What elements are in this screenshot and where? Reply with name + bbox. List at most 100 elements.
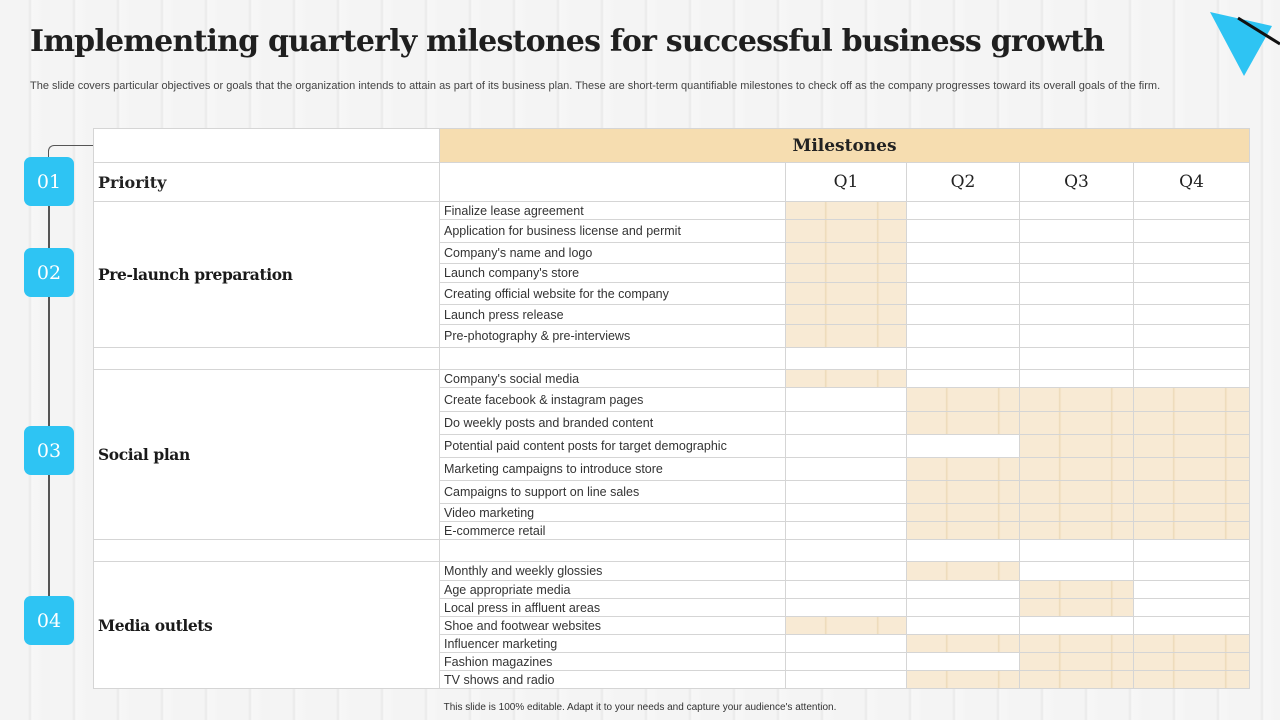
quarter-cell (1132, 616, 1251, 635)
task-header-cell (439, 162, 786, 202)
step-badge-02: 02 (24, 248, 74, 297)
quarter-cell (906, 521, 1020, 540)
task-name: Company's social media (439, 369, 786, 388)
task-name: Age appropriate media (439, 580, 786, 599)
task-row: Pre-launch preparation Finalize lease ag… (93, 201, 1251, 348)
step-badge-04: 04 (24, 596, 74, 645)
quarter-cell (1132, 304, 1251, 325)
quarter-cell (906, 670, 1020, 689)
quarter-cell (1019, 282, 1134, 305)
quarter-header-q2: Q2 (906, 162, 1020, 202)
task-name: Monthly and weekly glossies (439, 561, 786, 581)
page-title: Implementing quarterly milestones for su… (30, 24, 1105, 59)
spacer-row (93, 347, 1251, 370)
quarter-cell (906, 457, 1020, 481)
quarter-header-q3: Q3 (1019, 162, 1134, 202)
step-badge-03: 03 (24, 426, 74, 475)
task-row: Do weekly posts and branded content (94, 411, 1251, 435)
quarter-cell (1132, 652, 1251, 671)
quarter-cell (1019, 580, 1134, 599)
task-name: Potential paid content posts for target … (439, 434, 786, 458)
category-pre-launch: Pre-launch preparation (93, 201, 440, 348)
quarter-cell (1132, 369, 1251, 388)
quarter-cell (906, 411, 1020, 435)
quarter-cell (1019, 503, 1134, 522)
quarter-cell (1132, 670, 1251, 689)
quarter-cell (1132, 263, 1251, 283)
quarter-cell (1132, 634, 1251, 653)
task-name: Campaigns to support on line sales (439, 480, 786, 504)
task-row: Marketing campaigns to introduce store (94, 457, 1251, 481)
task-row: Launch press release (94, 304, 1251, 325)
quarter-cell (1132, 480, 1251, 504)
quarter-cell (785, 561, 907, 581)
quarter-cell (1019, 304, 1134, 325)
quarter-cell (906, 598, 1020, 617)
quarter-cell (1132, 242, 1251, 264)
task-row: Social plan Company's social media (93, 369, 1251, 540)
quarter-cell (1019, 411, 1134, 435)
task-row: TV shows and radio (94, 670, 1251, 689)
task-name: Launch company's store (439, 263, 786, 283)
task-row: E-commerce retail (94, 521, 1251, 540)
task-row: Launch company's store (94, 263, 1251, 283)
quarter-cell (1019, 387, 1134, 412)
quarter-cell (785, 263, 907, 283)
quarter-cell (1019, 598, 1134, 617)
quarter-cell (1019, 219, 1134, 243)
quarter-cell (906, 652, 1020, 671)
milestones-header: Milestones (438, 128, 1251, 163)
quarter-cell (1019, 201, 1134, 220)
quarter-cell (1132, 503, 1251, 522)
quarter-header-q4: Q4 (1132, 162, 1251, 202)
task-name: Finalize lease agreement (439, 201, 786, 220)
task-name: Create facebook & instagram pages (439, 387, 786, 412)
quarter-cell (1132, 457, 1251, 481)
quarter-cell (1019, 670, 1134, 689)
quarter-cell (906, 242, 1020, 264)
quarter-cell (1132, 282, 1251, 305)
quarter-cell (785, 324, 907, 348)
quarter-cell (906, 580, 1020, 599)
quarter-cell (1132, 561, 1251, 581)
quarter-cell (1132, 201, 1251, 220)
task-name: Launch press release (439, 304, 786, 325)
quarter-cell (1132, 434, 1251, 458)
quarter-cell (1019, 561, 1134, 581)
quarter-cell (785, 634, 907, 653)
quarter-cell (785, 282, 907, 305)
task-row: Influencer marketing (94, 634, 1251, 653)
quarter-cell (785, 521, 907, 540)
task-name: Marketing campaigns to introduce store (439, 457, 786, 481)
quarter-cell (785, 201, 907, 220)
quarter-cell (1019, 457, 1134, 481)
quarter-cell (1132, 598, 1251, 617)
quarter-cell (1019, 434, 1134, 458)
quarter-cell (906, 263, 1020, 283)
timeline-connector (48, 145, 94, 167)
spacer-row (93, 539, 1251, 562)
task-name: E-commerce retail (439, 521, 786, 540)
task-row: Application for business license and per… (94, 219, 1251, 243)
quarter-cell (1019, 521, 1134, 540)
quarter-cell (906, 282, 1020, 305)
quarter-cell (1132, 411, 1251, 435)
quarter-header-q1: Q1 (785, 162, 907, 202)
task-row: Video marketing (94, 503, 1251, 522)
quarter-cell (1019, 242, 1134, 264)
task-name: Shoe and footwear websites (439, 616, 786, 635)
quarter-cell (906, 369, 1020, 388)
task-name: Company's name and logo (439, 242, 786, 264)
task-row: Shoe and footwear websites (94, 616, 1251, 635)
timeline-line (48, 165, 50, 625)
quarter-cell (785, 457, 907, 481)
quarter-cell (785, 652, 907, 671)
quarter-cell (785, 304, 907, 325)
quarter-cell (785, 411, 907, 435)
task-row: Create facebook & instagram pages (94, 387, 1251, 412)
task-name: Do weekly posts and branded content (439, 411, 786, 435)
quarter-cell (906, 324, 1020, 348)
quarter-cell (785, 580, 907, 599)
quarter-cell (785, 219, 907, 243)
task-name: Video marketing (439, 503, 786, 522)
